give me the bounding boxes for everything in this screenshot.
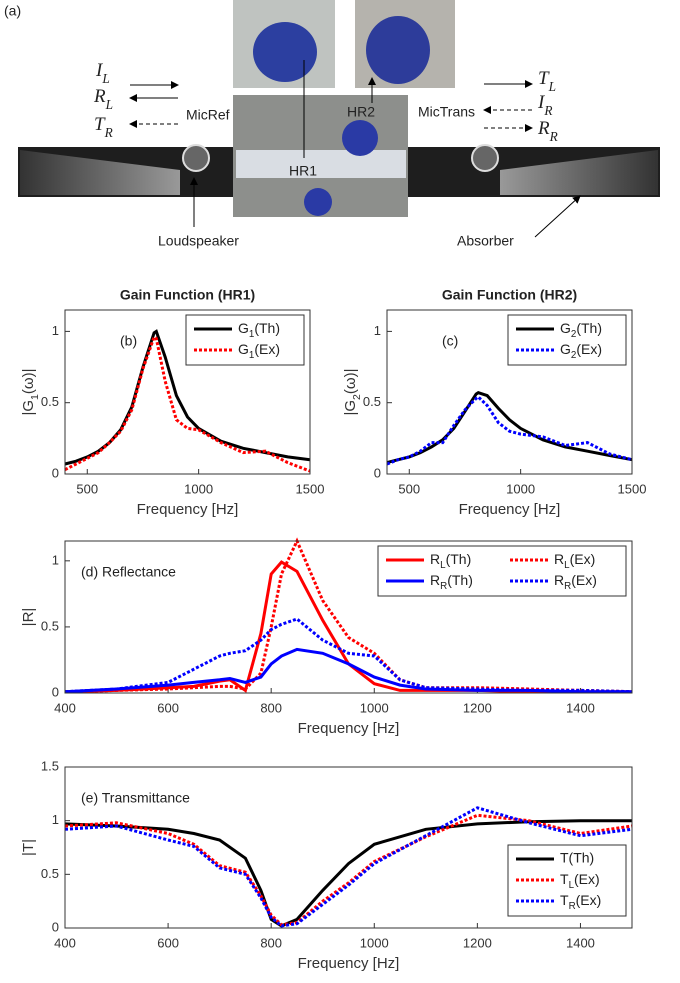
- x-tick-label: 1500: [618, 481, 647, 496]
- photo-resonator: [304, 188, 332, 216]
- legend-label: G2(Th): [560, 320, 602, 340]
- y-tick-label: 0: [52, 465, 59, 480]
- x-tick-label: 400: [54, 700, 76, 715]
- y-tick-label: 0.5: [363, 394, 381, 409]
- y-tick-label: 1: [52, 323, 59, 338]
- panel-label: (a): [4, 3, 21, 19]
- x-tick-label: 1000: [360, 935, 389, 950]
- y-tick-label: 0: [374, 465, 381, 480]
- x-axis-label: Frequency [Hz]: [459, 501, 561, 518]
- x-tick-label: 1500: [296, 481, 325, 496]
- photo-resonator: [342, 120, 378, 156]
- x-tick-label: 1400: [566, 700, 595, 715]
- wave-label: IR: [537, 92, 552, 117]
- y-tick-label: 0.5: [41, 866, 59, 881]
- y-axis-label: |T|: [20, 839, 37, 856]
- legend-label: G1(Ex): [238, 341, 280, 361]
- loudspeaker-icon: [182, 144, 210, 172]
- legend-label: TR(Ex): [560, 892, 601, 912]
- series-line: [64, 334, 311, 473]
- annotation: (b): [120, 333, 137, 349]
- wave-label: TL: [538, 68, 556, 93]
- legend-label: G2(Ex): [560, 341, 602, 361]
- pointer: [534, 195, 581, 238]
- photo-tube: [236, 150, 406, 178]
- absorber-wedge: [20, 150, 180, 195]
- y-tick-label: 0.5: [41, 618, 59, 633]
- x-tick-label: 500: [76, 481, 98, 496]
- x-tick-label: 1000: [184, 481, 213, 496]
- legend-box: [377, 545, 627, 597]
- x-tick-label: 1000: [506, 481, 535, 496]
- legend-label: RL(Th): [430, 551, 471, 571]
- y-tick-label: 1: [52, 812, 59, 827]
- legend-label: G1(Th): [238, 320, 280, 340]
- chart-title: Gain Function (HR1): [120, 287, 255, 303]
- series-line: [64, 813, 633, 927]
- loudspeaker-icon: [471, 144, 499, 172]
- absorber-wedge: [500, 150, 658, 195]
- photo-resonator: [253, 22, 317, 82]
- series-line: [64, 806, 633, 928]
- x-tick-label: 600: [157, 700, 179, 715]
- x-axis-label: Frequency [Hz]: [298, 720, 400, 737]
- y-tick-label: 0: [52, 684, 59, 699]
- legend-label: T(Th): [560, 850, 594, 866]
- y-tick-label: 0: [52, 919, 59, 934]
- annotation: (c): [442, 333, 458, 349]
- x-tick-label: 600: [157, 935, 179, 950]
- y-tick-label: 1: [374, 323, 381, 338]
- label: MicRef: [186, 107, 230, 123]
- axes-box: [64, 309, 311, 475]
- photo-resonator: [366, 16, 430, 84]
- label: Absorber: [457, 233, 514, 249]
- x-axis-label: Frequency [Hz]: [137, 501, 239, 518]
- series-line: [64, 329, 311, 466]
- x-tick-label: 1200: [463, 700, 492, 715]
- x-axis-label: Frequency [Hz]: [298, 955, 400, 972]
- wave-label: RR: [537, 118, 558, 143]
- axes-box: [64, 766, 633, 929]
- y-tick-label: 1.5: [41, 758, 59, 773]
- x-tick-label: 800: [260, 935, 282, 950]
- y-tick-label: 0.5: [41, 394, 59, 409]
- label: HR1: [289, 163, 317, 179]
- x-tick-label: 800: [260, 700, 282, 715]
- y-axis-label: |G2(ω)|: [342, 368, 363, 415]
- label: Loudspeaker: [158, 233, 239, 249]
- x-tick-label: 500: [398, 481, 420, 496]
- annotation: (e) Transmittance: [81, 790, 190, 806]
- legend-label: RR(Th): [430, 572, 473, 592]
- x-tick-label: 1200: [463, 935, 492, 950]
- series-line: [386, 395, 633, 466]
- wave-label: IL: [95, 60, 110, 85]
- x-tick-label: 1000: [360, 700, 389, 715]
- y-tick-label: 1: [52, 552, 59, 567]
- legend-box: [507, 314, 627, 366]
- series-line: [64, 819, 632, 928]
- annotation: (d) Reflectance: [81, 564, 176, 580]
- x-tick-label: 1400: [566, 935, 595, 950]
- axes-box: [386, 309, 633, 475]
- y-axis-label: |R|: [20, 608, 37, 627]
- y-axis-label: |G1(ω)|: [20, 368, 41, 415]
- label: HR2: [347, 104, 375, 120]
- chart-title: Gain Function (HR2): [442, 287, 577, 303]
- legend-label: RL(Ex): [554, 551, 595, 571]
- panel-a: (a) IL RL TR TL IR RR MicRef HR2 MicTran…: [4, 0, 660, 249]
- axes-box: [64, 540, 633, 694]
- wave-label: TR: [94, 114, 113, 139]
- legend-label: RR(Ex): [554, 572, 597, 592]
- wave-label: RL: [93, 86, 113, 111]
- legend-box: [185, 314, 305, 366]
- label: MicTrans: [418, 104, 475, 120]
- series-line: [64, 617, 633, 694]
- legend-label: TL(Ex): [560, 871, 600, 891]
- x-tick-label: 400: [54, 935, 76, 950]
